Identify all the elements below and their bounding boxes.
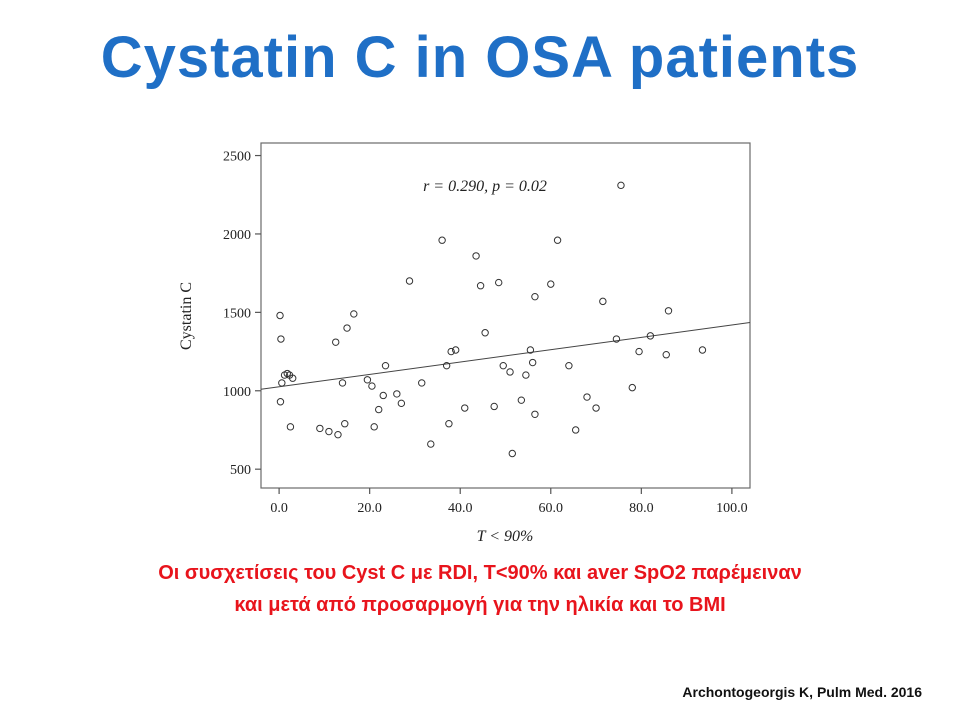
data-point — [628, 383, 636, 392]
x-axis-ticks: 0.0 20.0 40.0 60.0 80.0 100.0 — [270, 488, 748, 516]
data-point — [490, 402, 498, 411]
data-point — [451, 346, 460, 354]
data-point — [438, 236, 446, 244]
data-point — [447, 347, 455, 356]
correlation-annotation: r = 0.290, p = 0.02 — [423, 178, 547, 195]
x-tick-label: 40.0 — [448, 501, 473, 516]
data-points — [276, 181, 707, 458]
data-point — [381, 361, 390, 370]
data-point — [276, 311, 284, 320]
data-point — [341, 420, 349, 428]
y-tick-label: 2500 — [223, 150, 251, 165]
data-point — [343, 324, 351, 332]
data-point — [427, 440, 435, 448]
y-axis-label: Cystatin C — [178, 282, 195, 350]
data-point — [350, 310, 358, 318]
x-axis-label: T < 90% — [477, 528, 534, 545]
data-point — [698, 346, 707, 354]
citation: Archontogeorgis K, Pulm Med. 2016 — [682, 684, 922, 700]
data-point — [286, 423, 295, 431]
data-point — [583, 393, 591, 401]
data-point — [522, 371, 530, 379]
x-tick-label: 0.0 — [270, 501, 288, 516]
data-point — [472, 252, 480, 260]
chart-svg: 500 1000 1500 2000 2500 0.0 20.0 40.0 60.0 80.0 1… — [178, 142, 751, 545]
y-tick-label: 1500 — [223, 306, 251, 321]
data-point — [481, 329, 489, 337]
data-point — [664, 307, 673, 315]
x-tick-label: 80.0 — [629, 501, 654, 516]
data-point — [325, 427, 333, 436]
data-point — [276, 398, 285, 406]
data-point — [397, 399, 406, 408]
slide-title: Cystatin C in OSA patients — [100, 25, 860, 90]
data-point — [547, 280, 555, 288]
y-axis-ticks: 500 1000 1500 2000 2500 — [223, 150, 261, 478]
data-point — [612, 335, 621, 343]
data-point — [405, 277, 414, 285]
regression-line — [260, 322, 751, 390]
data-point — [662, 351, 670, 359]
data-point — [363, 376, 372, 384]
data-point — [635, 347, 643, 356]
data-point — [393, 390, 401, 398]
data-point — [526, 346, 535, 354]
data-point — [517, 396, 526, 404]
data-point — [599, 297, 607, 306]
data-point — [370, 423, 378, 431]
x-tick-label: 100.0 — [716, 501, 748, 516]
data-point — [646, 332, 655, 340]
data-point — [375, 405, 383, 414]
data-point — [283, 369, 291, 378]
y-tick-label: 1000 — [223, 385, 251, 400]
y-tick-label: 2000 — [223, 228, 251, 243]
data-point — [592, 404, 600, 412]
x-tick-label: 60.0 — [539, 501, 564, 516]
data-point — [531, 410, 539, 418]
data-point — [442, 361, 451, 370]
data-point — [499, 361, 507, 370]
data-point — [288, 374, 297, 382]
data-point — [495, 278, 503, 287]
data-point — [338, 379, 347, 387]
data-point — [506, 368, 514, 376]
data-point — [571, 426, 580, 434]
caption-line-2: και μετά από προσαρμογή για την ηλικία κ… — [234, 594, 726, 616]
data-point — [278, 379, 286, 387]
data-point — [476, 282, 485, 290]
data-point — [316, 424, 324, 433]
trendline-group — [260, 322, 751, 390]
scatter-chart: 500 1000 1500 2000 2500 0.0 20.0 40.0 60.0 80.0 1… — [165, 138, 765, 550]
data-point — [528, 358, 537, 367]
data-point — [617, 181, 625, 190]
data-point — [553, 236, 562, 244]
data-point — [368, 382, 376, 390]
y-tick-label: 500 — [230, 463, 251, 478]
data-point — [531, 292, 539, 301]
data-point — [508, 449, 516, 458]
data-point — [418, 379, 426, 387]
data-point — [379, 391, 387, 400]
data-point — [332, 338, 340, 346]
data-point — [277, 335, 285, 343]
data-point — [461, 404, 469, 412]
data-point — [334, 430, 342, 439]
data-point — [445, 420, 453, 428]
data-point — [565, 361, 573, 370]
x-tick-label: 20.0 — [357, 501, 382, 516]
caption-line-1: Οι συσχετίσεις του Cyst C με RDI, T<90% … — [158, 562, 802, 584]
plot-frame — [260, 142, 751, 489]
